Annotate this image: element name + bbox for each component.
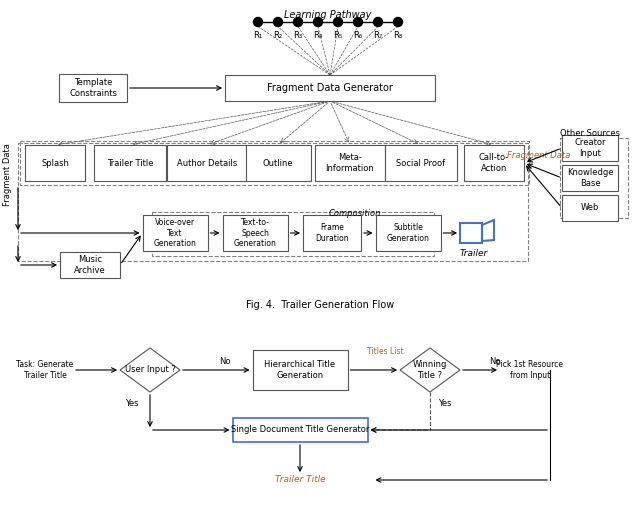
Text: R₅: R₅ [333, 31, 342, 40]
FancyBboxPatch shape [25, 145, 85, 181]
Text: Call-to-
Action: Call-to- Action [479, 153, 509, 173]
FancyBboxPatch shape [562, 165, 618, 191]
FancyBboxPatch shape [562, 135, 618, 161]
Circle shape [353, 17, 362, 27]
FancyBboxPatch shape [94, 145, 166, 181]
FancyBboxPatch shape [464, 145, 524, 181]
Text: R₆: R₆ [353, 31, 363, 40]
Text: Outline: Outline [262, 159, 293, 168]
Text: R₂: R₂ [273, 31, 283, 40]
FancyBboxPatch shape [376, 215, 440, 251]
Text: Fragment Data: Fragment Data [507, 150, 570, 160]
Text: User Input ?: User Input ? [125, 365, 175, 374]
Text: Meta-
Information: Meta- Information [326, 153, 374, 173]
Text: Frame
Duration: Frame Duration [315, 223, 349, 243]
Circle shape [273, 17, 282, 27]
Text: Fragment Data Generator: Fragment Data Generator [267, 83, 393, 93]
Text: Knowledge
Base: Knowledge Base [567, 168, 613, 188]
Text: Social Proof: Social Proof [396, 159, 445, 168]
Text: Yes: Yes [438, 400, 452, 408]
FancyBboxPatch shape [315, 145, 385, 181]
Text: Splash: Splash [41, 159, 69, 168]
Bar [560, 138, 628, 218]
Bar [18, 143, 528, 261]
Text: Hierarchical Title
Generation: Hierarchical Title Generation [264, 360, 335, 380]
Text: Voice-over
Text
Generation: Voice-over Text Generation [154, 218, 196, 248]
Circle shape [294, 17, 303, 27]
Text: Task: Generate
Trailer Title: Task: Generate Trailer Title [17, 360, 74, 380]
Text: No: No [489, 358, 500, 366]
FancyBboxPatch shape [246, 145, 310, 181]
Text: R₇: R₇ [373, 31, 383, 40]
Text: Learning Pathway: Learning Pathway [284, 10, 372, 20]
Circle shape [253, 17, 262, 27]
FancyBboxPatch shape [59, 74, 127, 102]
FancyBboxPatch shape [167, 145, 247, 181]
Text: Trailer: Trailer [460, 249, 488, 258]
FancyBboxPatch shape [60, 252, 120, 278]
Bar [20, 141, 529, 185]
Text: R₈: R₈ [394, 31, 403, 40]
Text: Other Sources: Other Sources [560, 128, 620, 137]
Polygon shape [400, 348, 460, 392]
FancyBboxPatch shape [303, 215, 361, 251]
Text: Text-to-
Speech
Generation: Text-to- Speech Generation [234, 218, 276, 248]
FancyBboxPatch shape [385, 145, 457, 181]
Text: R₄: R₄ [314, 31, 323, 40]
FancyBboxPatch shape [143, 215, 207, 251]
Text: Titles List: Titles List [367, 347, 403, 357]
FancyBboxPatch shape [223, 215, 287, 251]
Text: Fragment Data: Fragment Data [3, 144, 13, 206]
Polygon shape [120, 348, 180, 392]
Text: Trailer Title: Trailer Title [107, 159, 153, 168]
Text: Yes: Yes [125, 400, 139, 408]
FancyBboxPatch shape [562, 195, 618, 221]
Circle shape [314, 17, 323, 27]
Text: No: No [220, 358, 231, 366]
Text: Creator
Input: Creator Input [574, 139, 605, 157]
Text: R₁: R₁ [253, 31, 262, 40]
Text: Fig. 4.  Trailer Generation Flow: Fig. 4. Trailer Generation Flow [246, 300, 394, 310]
FancyBboxPatch shape [232, 418, 367, 442]
Text: Web: Web [581, 204, 599, 212]
Circle shape [333, 17, 342, 27]
Text: Template
Constraints: Template Constraints [69, 78, 117, 97]
Text: Pick 1st Resource
from Input: Pick 1st Resource from Input [497, 360, 563, 380]
FancyBboxPatch shape [253, 350, 348, 390]
Text: Trailer Title: Trailer Title [275, 476, 325, 484]
Text: Music
Archive: Music Archive [74, 255, 106, 274]
Circle shape [374, 17, 383, 27]
Text: R₃: R₃ [293, 31, 303, 40]
Text: Composition: Composition [329, 208, 381, 218]
Bar [152, 212, 434, 256]
Text: Winning
Title ?: Winning Title ? [413, 360, 447, 380]
Text: Single Document Title Generator: Single Document Title Generator [231, 425, 369, 435]
Text: Subtitle
Generation: Subtitle Generation [387, 223, 429, 243]
Circle shape [394, 17, 403, 27]
FancyBboxPatch shape [225, 75, 435, 101]
Text: Author Details: Author Details [177, 159, 237, 168]
